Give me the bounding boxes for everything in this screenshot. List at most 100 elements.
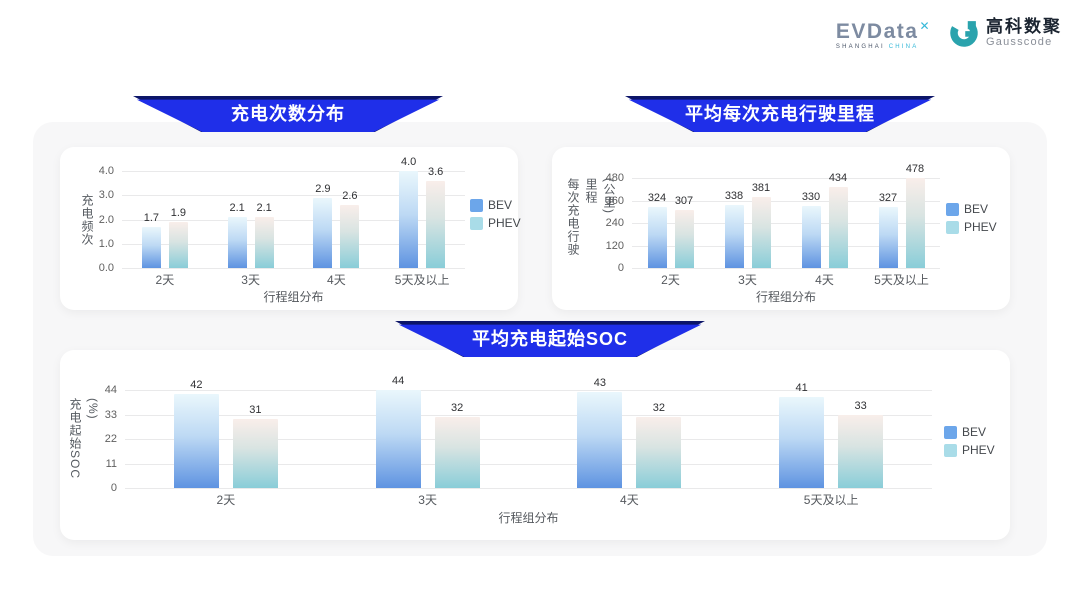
legend-label: PHEV	[964, 220, 997, 234]
bar-phev	[434, 416, 480, 488]
y-axis-tick-label: 1.0	[98, 237, 114, 250]
legend-item-phev[interactable]: PHEV	[946, 221, 997, 234]
y-axis-tick-label: 120	[605, 239, 624, 252]
bar-value-label: 330	[801, 191, 821, 204]
y-axis-title: 充电频次	[78, 171, 96, 268]
x-axis-tick-label: 4天	[815, 273, 834, 287]
x-axis-tick-label: 5天及以上	[803, 493, 859, 507]
y-axis-tick-label: 44	[104, 384, 117, 396]
y-axis-title-text: 充电起始SOC (%)	[68, 398, 100, 480]
header-logos: EVData✕ SHANGHAI CHINA 高科数聚 Gausscode	[836, 16, 1062, 51]
y-axis-tick-label: 480	[605, 172, 624, 184]
legend-label: BEV	[962, 425, 987, 439]
bar-bev	[141, 226, 161, 268]
chart3-title: 平均充电起始SOC	[471, 329, 628, 349]
gridline	[125, 390, 932, 391]
bar-value-label: 338	[724, 189, 744, 202]
bar-value-label: 31	[249, 403, 262, 416]
y-axis-tick-label: 3.0	[98, 189, 114, 202]
bar-phev	[828, 186, 848, 268]
banner-soc: 平均充电起始SOC	[395, 321, 705, 357]
x-axis-tick-label: 2天	[661, 273, 680, 287]
bar-bev	[313, 197, 333, 268]
bar-value-label: 3.6	[427, 165, 444, 178]
x-axis-tick-label: 4天	[327, 273, 346, 287]
evdata-brand-text: EVData	[835, 20, 919, 43]
legend: BEV PHEV	[470, 199, 521, 230]
gridline	[632, 268, 940, 269]
evdata-sub-china: CHINA	[888, 44, 919, 50]
bar-value-label: 2.6	[342, 189, 358, 202]
evdata-x-icon: ✕	[919, 19, 931, 33]
y-axis-tick-label: 0	[110, 482, 117, 494]
bar-value-label: 324	[647, 192, 667, 205]
y-axis-title: 每次充电行驶里程 (公里)	[564, 178, 618, 268]
bar-phev	[426, 180, 446, 268]
legend-label: BEV	[964, 202, 989, 216]
bar-bev	[399, 171, 419, 268]
legend-item-bev[interactable]: BEV	[470, 199, 521, 212]
x-axis-title: 行程组分布	[498, 511, 559, 525]
gridline	[632, 223, 940, 224]
bar-value-label: 32	[451, 401, 464, 414]
bar-bev	[577, 392, 623, 488]
legend-swatch-phev-icon	[470, 217, 483, 230]
bar-value-label: 1.9	[170, 206, 187, 219]
gridline	[125, 488, 932, 489]
bar-value-label: 307	[674, 195, 694, 208]
legend-swatch-phev-icon	[944, 444, 957, 457]
gridline	[122, 171, 465, 172]
chart2-title: 平均每次充电行驶里程	[685, 104, 875, 124]
x-axis-tick-label: 5天及以上	[874, 273, 929, 287]
bar-phev	[636, 416, 682, 488]
bar-value-label: 42	[190, 379, 203, 392]
bar-value-label: 44	[392, 375, 405, 387]
legend-label: PHEV	[962, 443, 995, 457]
bar-value-label: 1.7	[143, 211, 160, 224]
y-axis-title: 充电起始SOC (%)	[66, 390, 102, 488]
bar-phev	[254, 217, 274, 268]
chart-start-soc: 0 11 22 33 44 充电起始SOC (%) 42 31 2天 44 32 3天 43 32 4天 41…	[60, 350, 1010, 540]
bar-bev	[173, 394, 219, 488]
gausscode-en: Gausscode	[986, 36, 1053, 48]
bar-bev	[801, 206, 821, 268]
bar-phev	[232, 418, 278, 488]
gridline	[632, 178, 940, 179]
chart-mileage-per-charge: 0 120 240 360 480 每次充电行驶里程 (公里) 324 307 2天 338 381…	[552, 147, 1010, 310]
bar-value-label: 33	[854, 399, 867, 412]
x-axis-title: 行程组分布	[755, 290, 816, 304]
x-axis-tick-label: 2天	[216, 493, 236, 507]
bar-value-label: 43	[593, 377, 606, 390]
bar-value-label: 327	[878, 191, 898, 204]
bar-value-label: 2.1	[229, 202, 245, 215]
legend-item-phev[interactable]: PHEV	[944, 444, 995, 457]
y-axis-tick-label: 11	[105, 457, 117, 470]
legend-item-bev[interactable]: BEV	[946, 203, 997, 216]
legend-label: PHEV	[488, 216, 521, 230]
x-axis-tick-label: 3天	[738, 273, 757, 287]
gridline	[122, 195, 465, 197]
bar-bev	[779, 396, 825, 488]
y-axis-tick-label: 0	[617, 262, 624, 274]
bar-phev	[340, 204, 360, 268]
gausscode-g-icon	[950, 19, 978, 47]
chart2-card: 0 120 240 360 480 每次充电行驶里程 (公里) 324 307 2天 338 381…	[552, 147, 1010, 310]
evdata-logo: EVData✕ SHANGHAI CHINA	[836, 16, 931, 50]
x-axis-tick-label: 5天及以上	[394, 273, 450, 287]
x-axis-tick-label: 4天	[620, 493, 639, 507]
legend-swatch-phev-icon	[946, 221, 959, 234]
legend-item-bev[interactable]: BEV	[944, 426, 995, 439]
bar-value-label: 2.1	[256, 202, 272, 215]
bar-value-label: 2.9	[315, 182, 331, 195]
y-axis-tick-label: 22	[104, 433, 117, 445]
gridline	[122, 243, 465, 245]
legend-swatch-bev-icon	[470, 199, 483, 212]
x-axis-tick-label: 2天	[155, 273, 175, 287]
y-axis-title-text: 每次充电行驶里程 (公里)	[566, 178, 616, 256]
gausscode-text: 高科数聚 Gausscode	[986, 17, 1062, 49]
x-axis-tick-label: 3天	[418, 493, 437, 507]
gridline	[125, 463, 932, 465]
legend-item-phev[interactable]: PHEV	[470, 217, 521, 230]
gausscode-cn: 高科数聚	[986, 17, 1062, 36]
